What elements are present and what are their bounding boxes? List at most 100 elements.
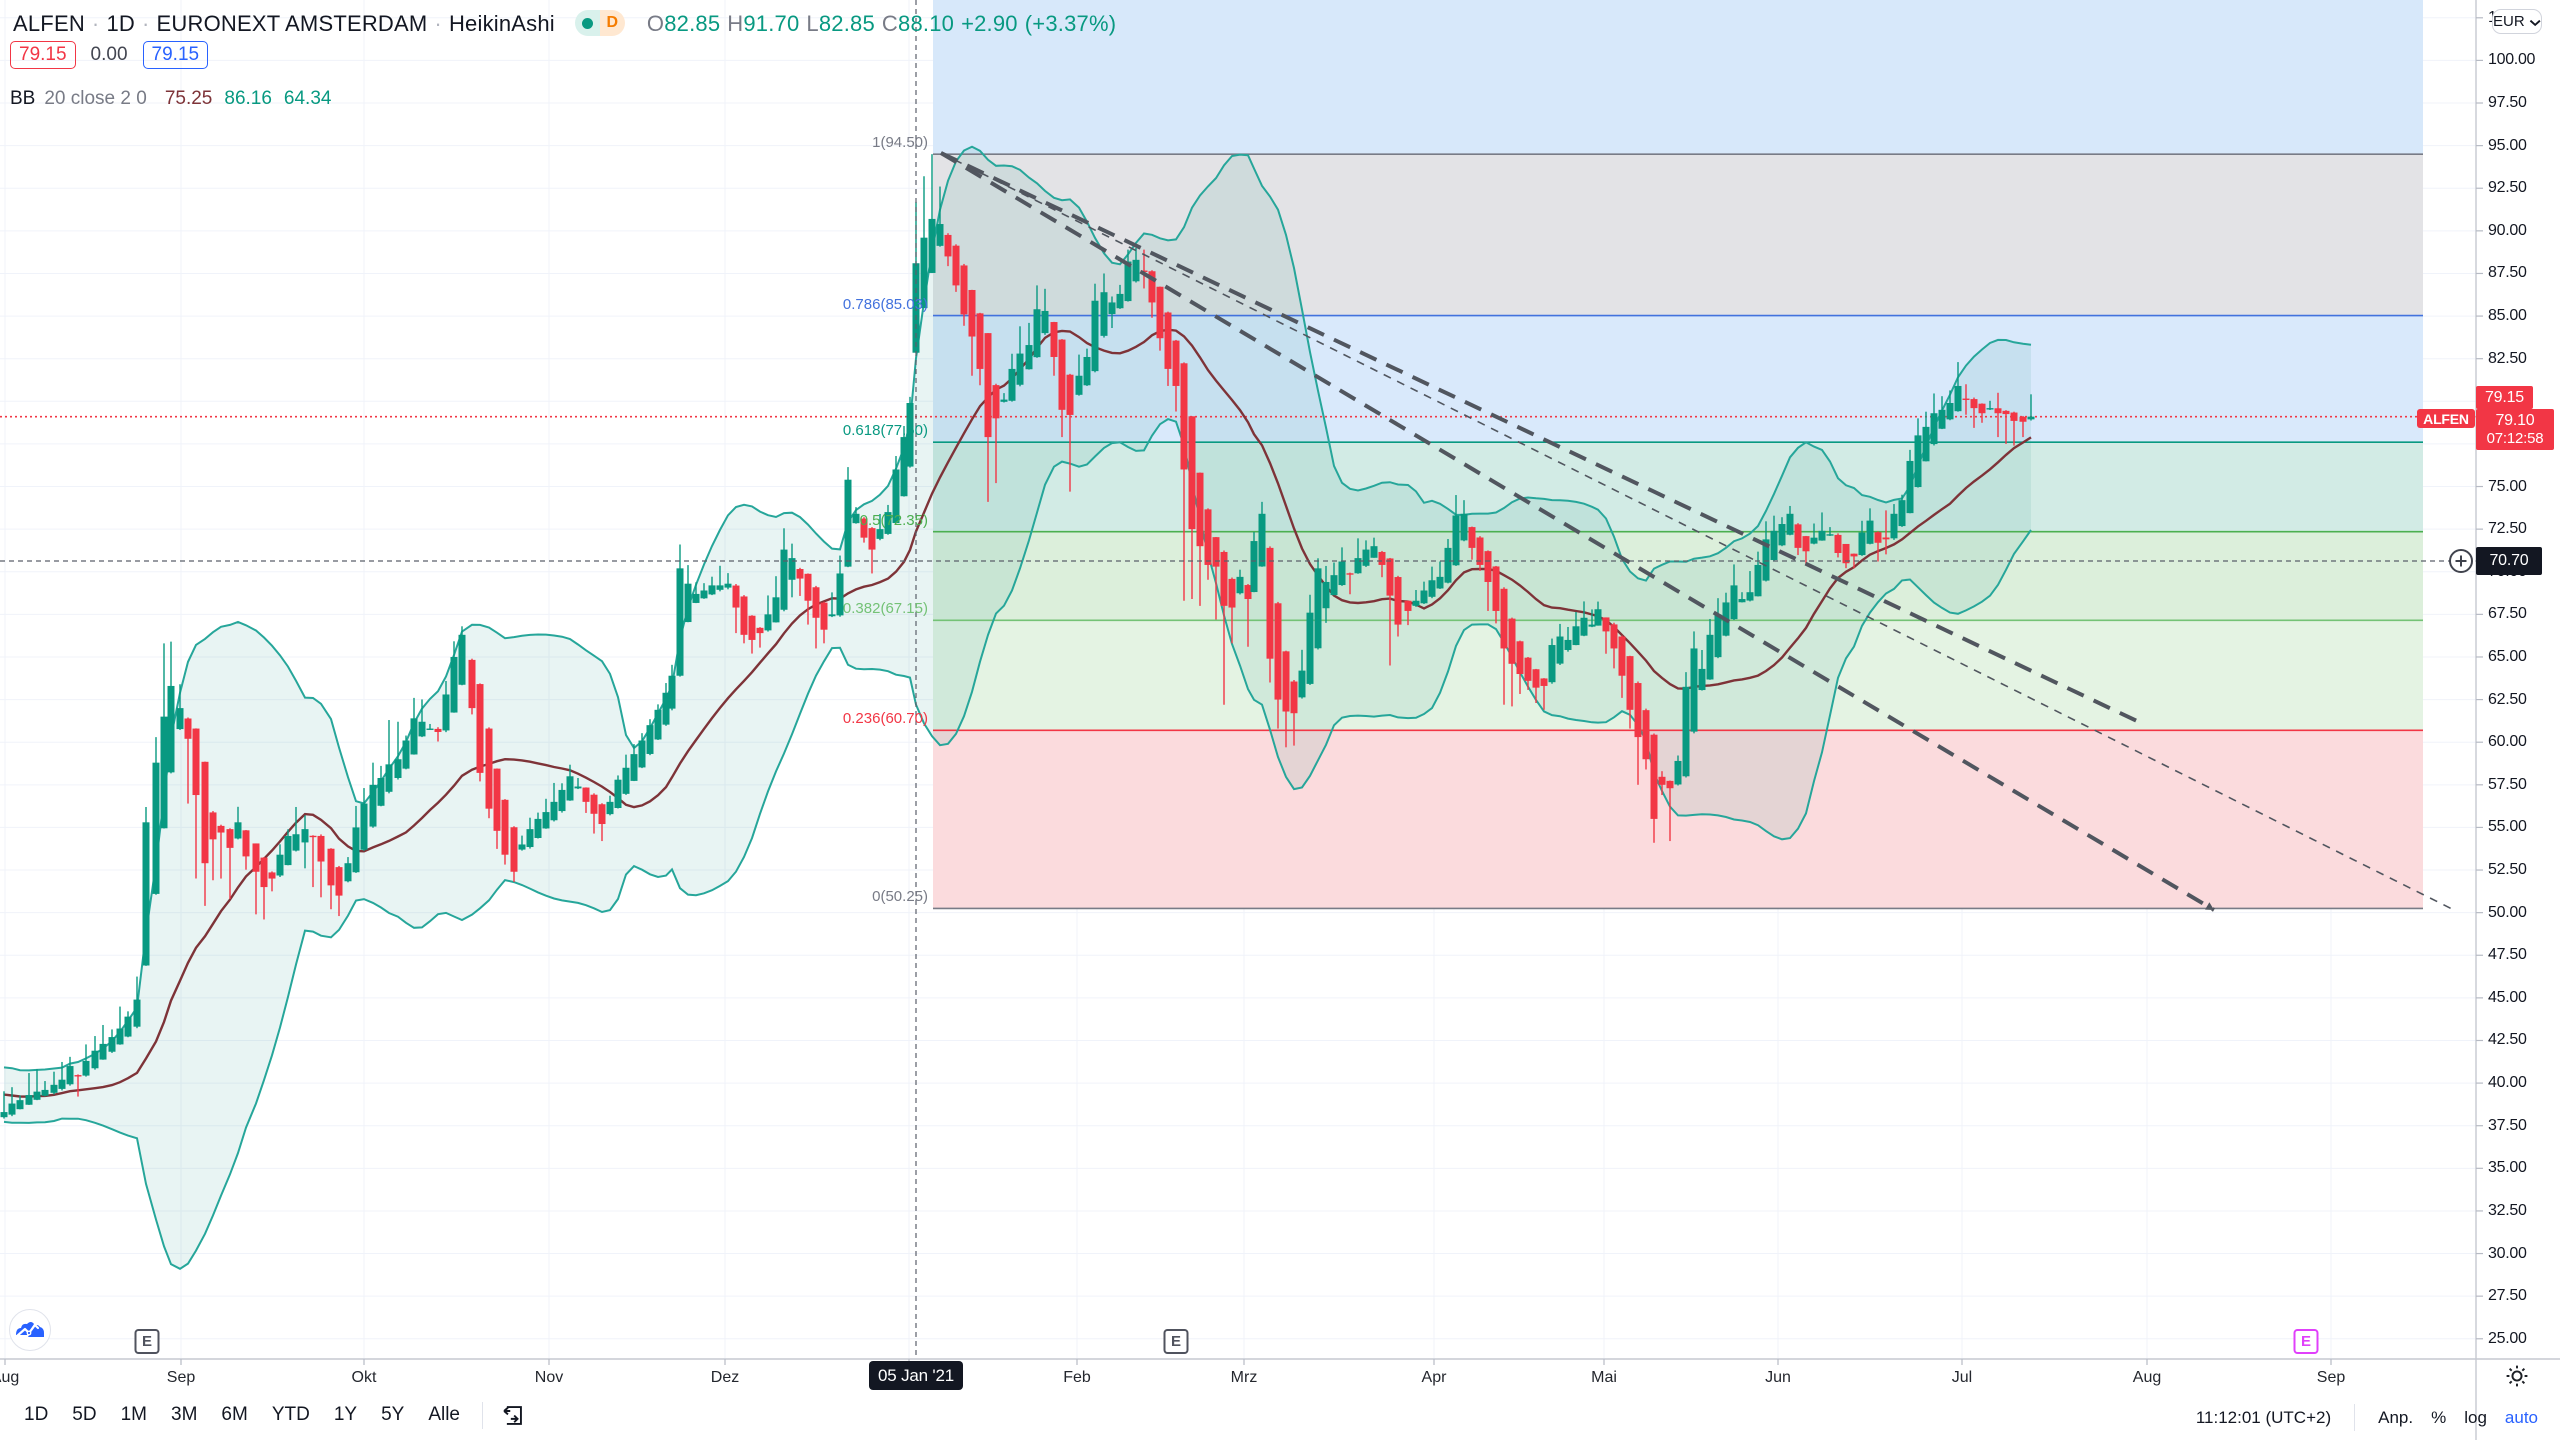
toolbar-divider [482, 1401, 483, 1429]
legend-separator-3: · [434, 11, 442, 36]
range-5d[interactable]: 5D [72, 1404, 97, 1425]
range-toolbar: 1D 5D 1M 3M 6M YTD 1Y 5Y Alle [12, 1401, 526, 1429]
time-tick-dez-4: Dez [710, 1369, 740, 1386]
fib-level-label-0.5: 0.5(72.35) [859, 511, 928, 529]
interval-pill-label: D [599, 10, 625, 37]
buy-button[interactable]: 79.15 [142, 41, 209, 69]
fib-level-label-0.786: 0.786(85.03) [842, 295, 928, 313]
scale-toolbar: 11:12:01 (UTC+2) Anp. % log auto [2187, 1404, 2547, 1431]
earnings-marker-icon[interactable]: E [1163, 1329, 1189, 1354]
crosshair-price-badge: 70.70 [2476, 547, 2542, 575]
time-tick-feb-6: Feb [1063, 1369, 1091, 1386]
time-tick-sep-1: Sep [166, 1369, 196, 1386]
open-label: O [646, 11, 665, 36]
session-countdown: 07:12:58 [2486, 430, 2544, 447]
change-percent: (+3.37%) [1024, 11, 1117, 36]
bb-upper-value: 86.16 [224, 88, 272, 109]
high-value: 91.70 [743, 11, 800, 36]
goto-date-icon[interactable] [499, 1402, 526, 1429]
currency-label: EUR [2493, 13, 2525, 30]
earnings-marker-icon[interactable]: E [134, 1329, 160, 1354]
indicator-params: 20 close 2 0 [44, 88, 147, 109]
clock-readout[interactable]: 11:12:01 (UTC+2) [2195, 1407, 2332, 1427]
range-ytd[interactable]: YTD [271, 1404, 310, 1425]
scale-toolbar-divider [2354, 1404, 2356, 1431]
price-tick-37-50: 37.50 [2488, 1116, 2527, 1134]
interval-value[interactable]: 1D [106, 11, 135, 36]
price-tick-100-00: 100.00 [2488, 51, 2536, 69]
range-1y[interactable]: 1Y [333, 1404, 358, 1425]
log-toggle[interactable]: log [2464, 1407, 2487, 1427]
time-tick-aug-12: Aug [2132, 1369, 2162, 1386]
low-label: L [806, 11, 819, 36]
price-tick-47-50: 47.50 [2488, 946, 2527, 964]
range-6m[interactable]: 6M [221, 1404, 248, 1425]
time-tick-jun-10: Jun [1765, 1369, 1791, 1386]
time-tick-okt-2: Okt [351, 1369, 377, 1386]
ohlc-readout: O82.85 H91.70 L82.85 C88.10 +2.90 (+3.37%) [647, 11, 1123, 36]
add-alert-plus-icon[interactable] [2448, 548, 2474, 574]
range-3m[interactable]: 3M [171, 1404, 198, 1425]
spread-value: 0.00 [90, 44, 128, 65]
earnings-marker-icon[interactable]: E [2293, 1329, 2319, 1354]
legend-separator-2: · [141, 11, 150, 36]
price-tick-67-50: 67.50 [2488, 605, 2527, 623]
price-tick-60-00: 60.00 [2488, 733, 2527, 751]
last-close-value: 79.10 [2495, 412, 2535, 429]
interval-pill: D [574, 10, 625, 37]
sell-button[interactable]: 79.15 [10, 41, 76, 69]
time-tick-mrz-7: Mrz [1230, 1369, 1258, 1386]
time-tick-aug-0: Aug [0, 1369, 20, 1386]
price-tick-27-50: 27.50 [2488, 1287, 2527, 1305]
time-tick-apr-8: Apr [1421, 1369, 1447, 1386]
price-tick-82-50: 82.50 [2488, 349, 2527, 367]
price-tick-40-00: 40.00 [2488, 1074, 2527, 1092]
time-tick-jul-11: Jul [1951, 1369, 1973, 1386]
close-value: 88.10 [898, 11, 955, 36]
close-label: C [881, 11, 899, 36]
tradingview-logo[interactable] [9, 1309, 51, 1351]
time-tick-mai-9: Mai [1591, 1369, 1617, 1386]
low-value: 82.85 [818, 11, 875, 36]
fib-level-label-1: 1(94.50) [872, 134, 928, 152]
price-tick-50-00: 50.00 [2488, 903, 2527, 921]
high-label: H [727, 11, 744, 36]
logo-mountains-icon [15, 1322, 44, 1338]
bb-basis-value: 75.25 [164, 88, 213, 109]
chart-style-name[interactable]: HeikinAshi [448, 11, 555, 36]
price-tick-62-50: 62.50 [2488, 690, 2527, 708]
exchange-name[interactable]: EURONEXT AMSTERDAM [156, 11, 428, 36]
indicator-legend[interactable]: BB 20 close 2 0 75.25 86.16 64.34 [10, 88, 331, 110]
price-tick-92-50: 92.50 [2488, 179, 2527, 197]
range-alle[interactable]: Alle [428, 1404, 460, 1425]
axis-settings-gear-icon[interactable] [2504, 1363, 2530, 1389]
adjust-toggle[interactable]: Anp. [2378, 1407, 2414, 1427]
price-tick-42-50: 42.50 [2488, 1031, 2527, 1049]
crosshair-date-badge: 05 Jan '21 [869, 1361, 963, 1390]
current-price-badge: 79.15 [2476, 386, 2533, 409]
price-tick-90-00: 90.00 [2488, 221, 2527, 239]
auto-toggle[interactable]: auto [2504, 1407, 2538, 1427]
price-tick-97-50: 97.50 [2488, 94, 2527, 111]
trade-widget: 79.15 0.00 79.15 [10, 41, 209, 69]
symbol-name[interactable]: ALFEN [13, 11, 85, 36]
currency-selector[interactable]: EUR [2492, 9, 2542, 34]
chevron-down-icon [2529, 19, 2541, 26]
change-value: +2.90 [961, 11, 1018, 36]
range-1d[interactable]: 1D [24, 1404, 49, 1425]
price-tick-95-00: 95.00 [2488, 136, 2527, 154]
price-tick-72-50: 72.50 [2488, 520, 2527, 538]
time-tick-sep-13: Sep [2316, 1369, 2346, 1386]
last-close-badge: 79.10 07:12:58 [2476, 409, 2554, 450]
price-tick-25-00: 25.00 [2488, 1329, 2527, 1347]
fib-level-label-0.236: 0.236(60.70) [842, 710, 928, 728]
open-value: 82.85 [664, 11, 721, 36]
symbol-legend: ALFEN · 1D · EURONEXT AMSTERDAM · HeikinAshi D O… [13, 10, 1123, 38]
range-1m[interactable]: 1M [120, 1404, 147, 1425]
range-5y[interactable]: 5Y [381, 1404, 405, 1425]
percent-toggle[interactable]: % [2431, 1407, 2447, 1427]
price-tick-75-00: 75.00 [2488, 477, 2527, 495]
price-tick-35-00: 35.00 [2488, 1159, 2527, 1177]
